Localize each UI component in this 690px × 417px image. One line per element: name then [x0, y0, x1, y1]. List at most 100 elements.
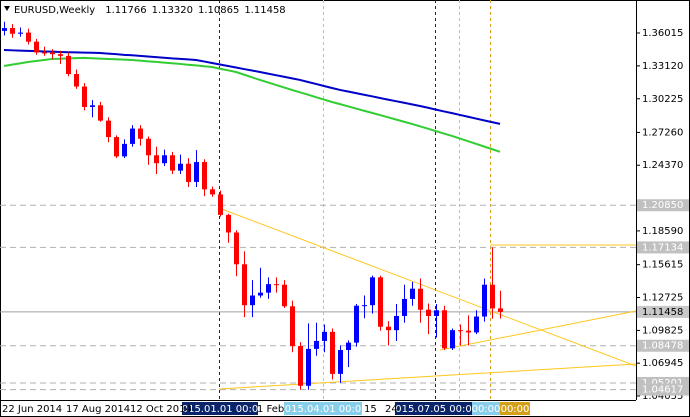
candle-body: [26, 32, 31, 42]
marker-label: 2015.04.01 00:00: [278, 404, 367, 415]
candle-body: [258, 292, 263, 296]
candle-body: [298, 346, 303, 386]
chart-header: EURUSD,Weekly 1.11766 1.13320 1.10865 1.1145…: [14, 5, 286, 16]
candle-body: [82, 86, 87, 107]
y-tick-label: 1.15615: [642, 260, 683, 271]
level-label-bg: [637, 241, 689, 254]
candle-body: [362, 305, 367, 307]
y-tick-label: 1.04055: [642, 391, 683, 402]
level-label: 1.04617: [642, 385, 683, 396]
candle-body: [138, 128, 143, 139]
candle-body: [2, 28, 7, 31]
marker-label-bg: [284, 402, 362, 415]
candle-body: [170, 155, 175, 171]
x-tick-label: 17 Aug 2014: [66, 404, 130, 415]
candle-body: [18, 32, 23, 34]
close-label: 1.11458: [244, 5, 285, 16]
candle-body: [34, 41, 39, 53]
candle-body: [218, 194, 223, 215]
last-price-label: 1.11458: [642, 307, 683, 318]
trend-lines: [218, 207, 637, 390]
candle-body: [282, 284, 287, 307]
candle-body: [354, 305, 359, 343]
candle-body: [490, 284, 495, 309]
marker-label-bg: [182, 402, 258, 415]
x-tick-label: 1 Feb: [257, 404, 284, 415]
level-label-bg: [637, 199, 689, 212]
candle-body: [330, 331, 335, 374]
level-label: 1.17134: [642, 242, 683, 253]
candle-body: [106, 120, 111, 138]
candle-body: [378, 277, 383, 327]
candle-body: [306, 348, 311, 386]
low-label: 1.10865: [198, 5, 239, 16]
candle-body: [186, 163, 191, 182]
candle-body: [242, 264, 247, 306]
y-tick-label: 1.36015: [642, 28, 683, 39]
level-label: 1.05201: [642, 378, 683, 389]
y-tick-label: 1.27260: [642, 127, 683, 138]
candle-body: [50, 52, 55, 55]
moving-average: [3, 56, 501, 153]
candle-body: [274, 284, 279, 286]
x-tick-label: 12 Oct 2014: [130, 404, 192, 415]
marker-label: 2015.07.05 00:00: [389, 404, 478, 415]
last-price-bg: [637, 305, 689, 318]
candle-body: [74, 74, 79, 87]
y-tick-label: 1.06945: [642, 358, 683, 369]
marker-label-bg: [395, 402, 472, 415]
candle-body: [474, 316, 479, 333]
candle-body: [442, 310, 447, 349]
candle-body: [234, 232, 239, 265]
candle-body: [10, 28, 15, 34]
candle-body: [322, 331, 327, 341]
trend-line: [439, 310, 637, 351]
candle-body: [498, 308, 503, 312]
candle-body: [146, 138, 151, 156]
open-label: 1.11766: [105, 5, 146, 16]
y-tick-label: 1.24370: [642, 160, 683, 171]
candle-body: [66, 55, 71, 75]
candle-body: [90, 105, 95, 107]
y-tick-label: 1.30225: [642, 94, 683, 105]
candle-body: [314, 340, 319, 349]
candle-body: [58, 54, 63, 56]
y-tick-label: 1.18590: [642, 226, 683, 237]
y-tick-label: 1.09825: [642, 325, 683, 336]
symbol: EURUSD,Weekly: [14, 5, 95, 16]
candle-body: [450, 330, 455, 349]
candle-body: [202, 162, 207, 190]
level-label: 1.08478: [642, 341, 683, 352]
candle-body: [338, 350, 343, 374]
candle-body: [466, 330, 471, 333]
trend-line: [218, 363, 637, 390]
candle-body: [194, 162, 199, 182]
candle-body: [402, 298, 407, 316]
candle-body: [266, 284, 271, 293]
candle-body: [418, 288, 423, 310]
x-tick-label: 22 Jun 2014: [2, 404, 62, 415]
trend-line: [218, 207, 637, 367]
marker-label: 00:00: [501, 404, 530, 415]
menu-icon: [4, 6, 10, 11]
marker-label-bg: [500, 402, 530, 415]
candle-body: [410, 288, 415, 299]
candle-body: [122, 143, 127, 157]
x-tick-label: 24: [385, 404, 398, 415]
candle-body: [42, 52, 47, 54]
candle-body: [130, 128, 135, 144]
level-label-bg: [637, 383, 689, 396]
candle-body: [386, 326, 391, 331]
high-label: 1.13320: [152, 5, 193, 16]
candle-body: [458, 330, 463, 332]
candle-body: [370, 277, 375, 306]
chart-layer: 1.36015 1.33120 1.30225 1.27260 1.24370 1.185…: [2, 21, 689, 415]
candle-body: [394, 315, 399, 331]
level-label: 1.20850: [642, 200, 683, 211]
marker-label-bg: [472, 402, 500, 415]
y-tick-label: 1.33120: [642, 61, 683, 72]
moving-average: [3, 48, 501, 125]
candle-body: [178, 163, 183, 171]
